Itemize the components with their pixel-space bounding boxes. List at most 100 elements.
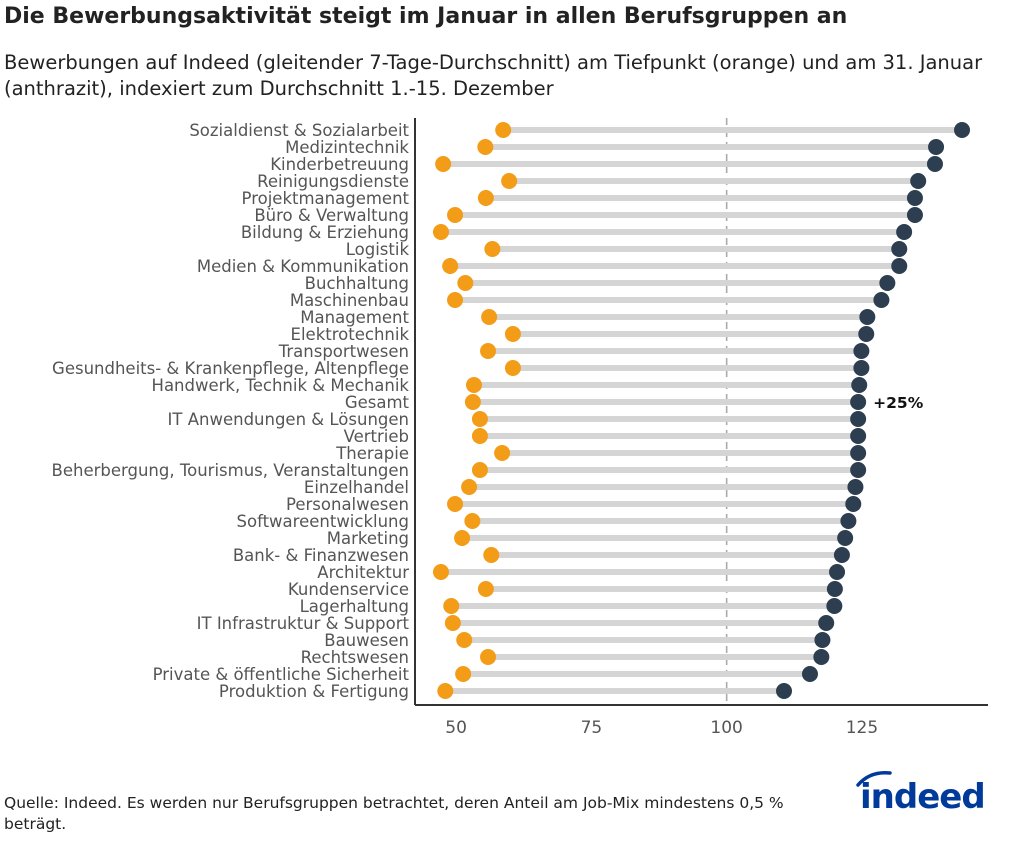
category-row: Büro & Verwaltung xyxy=(254,206,923,225)
category-row: Logistik xyxy=(346,240,908,259)
category-label: Reinigungsdienste xyxy=(257,172,409,191)
low-point xyxy=(447,207,464,223)
category-label: Vertrieb xyxy=(344,427,409,446)
low-point xyxy=(432,564,449,580)
category-label: IT Anwendungen & Lösungen xyxy=(168,410,409,429)
jan31-point xyxy=(873,292,890,308)
low-point xyxy=(455,666,472,682)
dumbbell-chart: Sozialdienst & SozialarbeitMedizintechni… xyxy=(52,118,988,738)
category-label: Private & öffentliche Sicherheit xyxy=(153,665,410,684)
category-row: Handwerk, Technik & Mechanik xyxy=(152,376,868,395)
x-tick-label: 75 xyxy=(581,718,603,738)
jan31-point xyxy=(891,258,908,274)
category-label: Einzelhandel xyxy=(304,478,409,497)
jan31-point xyxy=(833,547,850,563)
category-label: Logistik xyxy=(346,240,410,259)
jan31-point xyxy=(850,394,867,410)
low-point xyxy=(454,530,471,546)
category-row: Rechtswesen xyxy=(301,648,830,667)
jan31-point xyxy=(837,530,854,546)
category-row: Bank- & Finanzwesen xyxy=(233,546,850,565)
category-label: Buchhaltung xyxy=(305,274,409,293)
category-row: Sozialdienst & Sozialarbeit xyxy=(189,121,971,140)
jan31-point xyxy=(906,207,923,223)
category-label: Handwerk, Technik & Mechanik xyxy=(152,376,410,395)
category-row: Buchhaltung xyxy=(305,274,896,293)
low-point xyxy=(481,309,498,325)
annotation-label: +25% xyxy=(873,394,924,412)
category-label: Maschinenbau xyxy=(290,291,409,310)
jan31-point xyxy=(850,428,867,444)
category-label: Marketing xyxy=(327,529,409,548)
category-row: Architektur xyxy=(317,563,846,582)
jan31-point xyxy=(906,190,923,206)
jan31-point xyxy=(879,275,896,291)
category-row: Beherbergung, Tourismus, Veranstaltungen xyxy=(52,461,867,480)
category-label: Projektmanagement xyxy=(242,189,410,208)
low-point xyxy=(477,581,494,597)
jan31-point xyxy=(826,598,843,614)
category-row: IT Infrastruktur & Support xyxy=(197,614,835,633)
category-label: Bildung & Erziehung xyxy=(241,223,409,242)
axes: 50 75 100 125 xyxy=(414,118,988,738)
category-row: Bauwesen xyxy=(324,631,831,650)
low-point xyxy=(447,292,464,308)
category-row: Medizintechnik xyxy=(285,138,945,157)
category-row: Marketing xyxy=(327,529,854,548)
category-row: Personalwesen xyxy=(286,495,862,514)
category-label: Personalwesen xyxy=(286,495,409,514)
x-tick-label: 100 xyxy=(710,718,742,738)
jan31-point xyxy=(813,649,830,665)
chart-title: Die Bewerbungsaktivität steigt im Januar… xyxy=(4,4,848,29)
jan31-point xyxy=(851,377,868,393)
low-point xyxy=(471,411,488,427)
low-point xyxy=(442,258,459,274)
jan31-point xyxy=(910,173,927,189)
category-row: Medien & Kommunikation xyxy=(197,257,908,276)
category-row: Lagerhaltung xyxy=(300,597,843,616)
low-point xyxy=(480,649,497,665)
category-row: Gesundheits- & Krankenpflege, Altenpfleg… xyxy=(52,359,870,378)
jan31-point xyxy=(891,241,908,257)
category-label: Management xyxy=(300,308,409,327)
x-tick-label: 125 xyxy=(846,718,878,738)
category-label: Transportwesen xyxy=(278,342,409,361)
low-point xyxy=(447,496,464,512)
jan31-point xyxy=(814,632,831,648)
low-point xyxy=(456,632,473,648)
low-point xyxy=(435,156,452,172)
low-point xyxy=(480,343,497,359)
category-label: Beherbergung, Tourismus, Veranstaltungen xyxy=(52,461,409,480)
category-row: Softwareentwicklung xyxy=(237,512,857,531)
category-label: Büro & Verwaltung xyxy=(254,206,409,225)
low-point xyxy=(465,377,482,393)
jan31-point xyxy=(847,479,864,495)
low-point xyxy=(464,513,481,529)
jan31-point xyxy=(776,683,793,699)
low-point xyxy=(464,394,481,410)
low-point xyxy=(471,462,488,478)
jan31-point xyxy=(853,343,870,359)
chart-subtitle: Bewerbungen auf Indeed (gleitender 7-Tag… xyxy=(4,51,983,100)
category-row: IT Anwendungen & Lösungen xyxy=(168,410,867,429)
low-point xyxy=(495,122,512,138)
category-label: Gesamt xyxy=(345,393,410,412)
category-row: Kinderbetreuung xyxy=(270,155,943,174)
jan31-point xyxy=(850,411,867,427)
category-row: Produktion & Fertigung xyxy=(219,682,793,701)
category-label: Kundenservice xyxy=(288,580,409,599)
jan31-point xyxy=(818,615,835,631)
x-tick-label: 50 xyxy=(445,718,467,738)
low-point xyxy=(477,139,494,155)
category-label: Medizintechnik xyxy=(285,138,409,157)
low-point xyxy=(484,241,501,257)
category-row: Bildung & Erziehung xyxy=(241,223,913,242)
low-point xyxy=(461,479,478,495)
category-row: Therapie xyxy=(335,444,867,463)
category-label: Elektrotechnik xyxy=(291,325,410,344)
low-point xyxy=(471,428,488,444)
jan31-point xyxy=(896,224,913,240)
jan31-point xyxy=(850,445,867,461)
category-row: Vertrieb xyxy=(344,427,867,446)
category-row: Management xyxy=(300,308,876,327)
